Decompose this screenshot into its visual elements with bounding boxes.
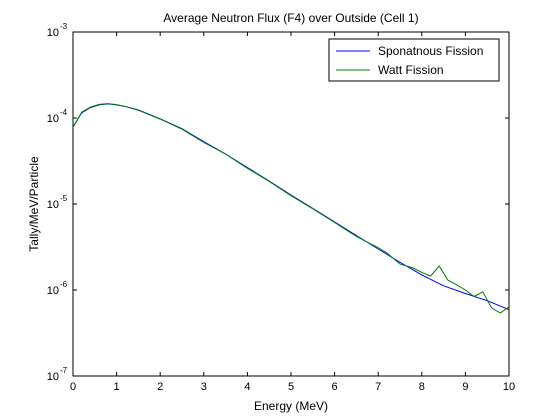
y-tick-label: 10 (47, 27, 59, 39)
legend: Sponatnous Fission Watt Fission (329, 39, 499, 81)
y-tick-label: 10 (47, 199, 59, 211)
chart-title: Average Neutron Flux (F4) over Outside (… (163, 11, 418, 25)
y-tick-label: 10 (47, 285, 59, 297)
legend-label-watt-fission: Watt Fission (378, 63, 444, 77)
y-tick-exponent: -7 (60, 366, 68, 375)
x-tick-label: 3 (201, 381, 207, 393)
x-tick-label: 0 (70, 381, 76, 393)
plot-area-frame (73, 32, 509, 376)
x-tick-label: 4 (244, 381, 250, 393)
x-tick-label: 7 (375, 381, 381, 393)
y-tick-exponent: -6 (60, 280, 68, 289)
x-tick-label: 2 (157, 381, 163, 393)
y-tick-exponent: -4 (60, 108, 68, 117)
y-tick-exponent: -3 (60, 22, 68, 31)
y-tick-label: 10 (47, 113, 59, 125)
y-tick-exponent: -5 (60, 194, 68, 203)
x-tick-label: 10 (503, 381, 515, 393)
y-tick-label: 10 (47, 371, 59, 383)
x-tick-label: 6 (332, 381, 338, 393)
x-tick-label: 9 (462, 381, 468, 393)
y-axis-label: Tally/MeV/Particle (27, 156, 41, 252)
x-tick-label: 1 (114, 381, 120, 393)
x-axis-label: Energy (MeV) (254, 399, 328, 413)
legend-label-spontaneous-fission: Sponatnous Fission (378, 44, 483, 58)
x-tick-label: 5 (288, 381, 294, 393)
x-tick-label: 8 (419, 381, 425, 393)
